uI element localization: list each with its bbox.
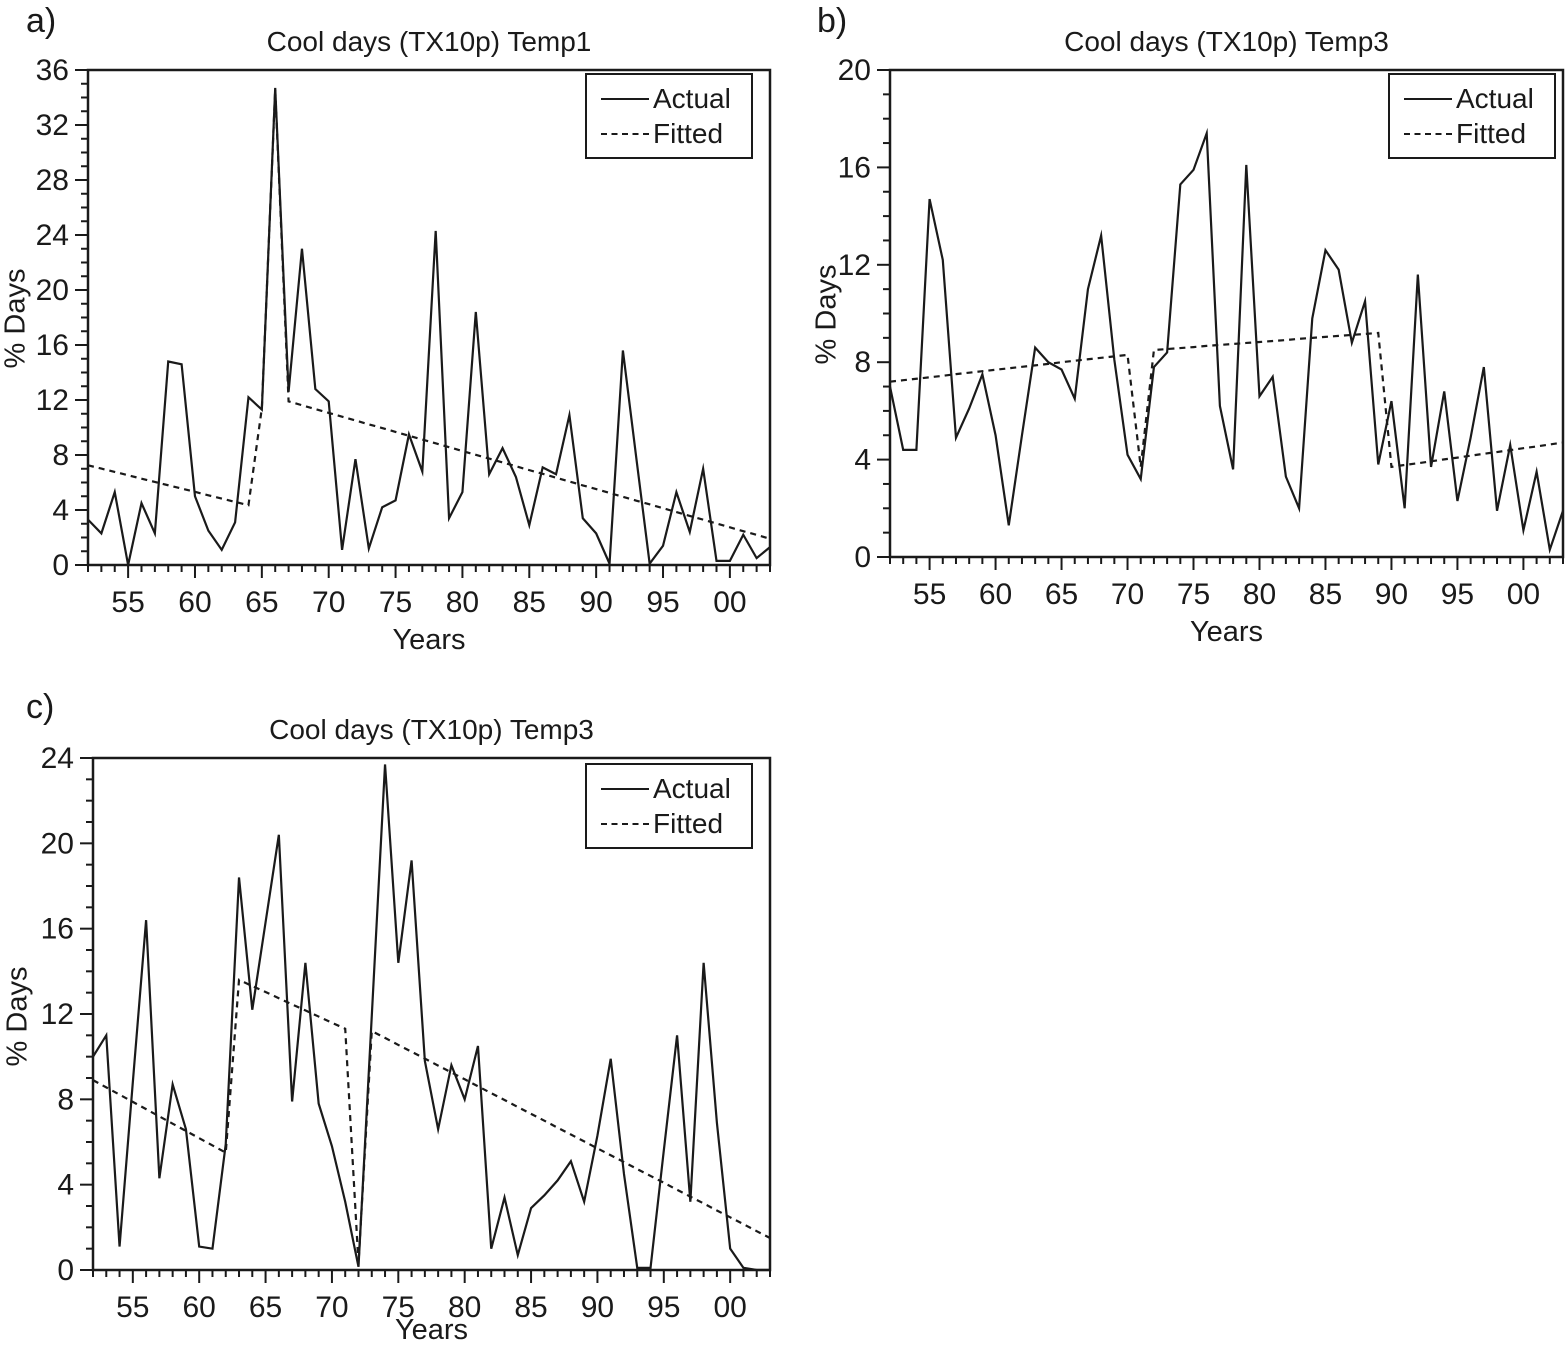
svg-text:85: 85 xyxy=(513,586,546,619)
svg-text:16: 16 xyxy=(36,329,69,362)
panel-b-y-axis-label: % Days xyxy=(810,264,843,365)
panel-c-x-axis-label: Years xyxy=(394,1314,469,1346)
legend-label-fitted: Fitted xyxy=(653,807,724,839)
svg-text:95: 95 xyxy=(647,1291,680,1324)
svg-text:70: 70 xyxy=(1111,578,1144,611)
legend-label-fitted: Fitted xyxy=(653,117,724,149)
panel-a-x-axis-label: Years xyxy=(392,624,466,656)
series-fitted-line xyxy=(889,331,1564,469)
legend-label-fitted: Fitted xyxy=(1456,117,1527,149)
svg-text:75: 75 xyxy=(1177,578,1210,611)
panel-b-label: b) xyxy=(817,2,848,40)
svg-text:60: 60 xyxy=(183,1291,216,1324)
legend-entry-actual: Actual xyxy=(1404,83,1542,114)
series-fitted-line xyxy=(87,89,771,540)
svg-text:90: 90 xyxy=(579,586,612,619)
svg-text:65: 65 xyxy=(249,1291,282,1324)
svg-text:0: 0 xyxy=(854,541,871,574)
panel-c-plot: 0 4 8 12 16 20 24 55 60 65 70 75 80 85 90 95 00 xyxy=(41,742,772,1324)
svg-text:80: 80 xyxy=(446,586,479,619)
solid-line-icon xyxy=(601,787,649,790)
legend-entry-fitted: Fitted xyxy=(601,118,739,149)
panel-b-plot: 0 4 8 12 16 20 55 60 65 70 75 80 85 90 95 00 xyxy=(838,54,1565,611)
svg-text:60: 60 xyxy=(979,578,1012,611)
svg-text:12: 12 xyxy=(36,384,69,417)
svg-text:24: 24 xyxy=(41,742,74,775)
svg-text:0: 0 xyxy=(52,549,69,582)
legend-entry-actual: Actual xyxy=(601,83,739,114)
svg-text:80: 80 xyxy=(1243,578,1276,611)
dashed-line-icon xyxy=(1404,132,1452,135)
svg-text:85: 85 xyxy=(514,1291,547,1324)
solid-line-icon xyxy=(1404,97,1452,100)
panel-a-title: Cool days (TX10p) Temp1 xyxy=(266,26,592,57)
svg-text:80: 80 xyxy=(448,1291,481,1324)
panel-a-y-axis-label: % Days xyxy=(0,268,32,369)
panel-b-x-axis-label: Years xyxy=(1189,616,1264,648)
svg-text:0: 0 xyxy=(57,1254,74,1287)
panel-c-legend: Actual Fitted xyxy=(585,763,753,849)
dashed-line-icon xyxy=(601,822,649,825)
panel-c-label: c) xyxy=(26,688,55,726)
series-fitted-line xyxy=(92,978,771,1264)
svg-text:75: 75 xyxy=(382,1291,415,1324)
svg-text:12: 12 xyxy=(41,998,74,1031)
solid-line-icon xyxy=(601,97,649,100)
legend-entry-fitted: Fitted xyxy=(601,808,739,839)
legend-label-actual: Actual xyxy=(653,772,731,804)
svg-text:20: 20 xyxy=(838,54,871,87)
svg-text:60: 60 xyxy=(178,586,211,619)
svg-text:95: 95 xyxy=(1441,578,1474,611)
svg-text:90: 90 xyxy=(1375,578,1408,611)
svg-text:55: 55 xyxy=(913,578,946,611)
svg-text:4: 4 xyxy=(57,1169,74,1202)
panel-a: 0 4 8 12 16 20 24 28 32 36 55 60 65 70 75 80 85 90 95 00 a)… xyxy=(0,0,783,680)
panel-a-label: a) xyxy=(26,2,57,40)
svg-text:12: 12 xyxy=(838,249,871,282)
panel-b: 0 4 8 12 16 20 55 60 65 70 75 80 85 90 95 00 b) Cool da… xyxy=(783,0,1566,680)
panel-a-legend: Actual Fitted xyxy=(585,73,753,159)
svg-text:65: 65 xyxy=(1045,578,1078,611)
svg-text:8: 8 xyxy=(854,346,871,379)
svg-text:90: 90 xyxy=(581,1291,614,1324)
svg-text:20: 20 xyxy=(41,827,74,860)
svg-text:8: 8 xyxy=(52,439,69,472)
series-actual-line xyxy=(87,87,771,571)
svg-text:85: 85 xyxy=(1309,578,1342,611)
svg-text:20: 20 xyxy=(36,274,69,307)
svg-text:00: 00 xyxy=(1507,578,1540,611)
svg-text:8: 8 xyxy=(57,1083,74,1116)
series-actual-line xyxy=(888,127,1565,555)
svg-text:75: 75 xyxy=(379,586,412,619)
panel-a-plot: 0 4 8 12 16 20 24 28 32 36 55 60 65 70 75 80 85 90 95 00 xyxy=(36,54,772,619)
svg-text:4: 4 xyxy=(854,444,871,477)
svg-text:55: 55 xyxy=(116,1291,149,1324)
svg-text:00: 00 xyxy=(713,586,746,619)
svg-text:36: 36 xyxy=(36,54,69,87)
svg-text:55: 55 xyxy=(111,586,144,619)
svg-text:65: 65 xyxy=(245,586,278,619)
svg-text:00: 00 xyxy=(713,1291,746,1324)
legend-entry-fitted: Fitted xyxy=(1404,118,1542,149)
dashed-line-icon xyxy=(601,132,649,135)
panel-c: 0 4 8 12 16 20 24 55 60 65 70 75 80 85 90 95 00 c) Cool … xyxy=(0,680,790,1350)
svg-text:16: 16 xyxy=(838,151,871,184)
svg-text:28: 28 xyxy=(36,164,69,197)
legend-label-actual: Actual xyxy=(1456,82,1534,114)
svg-text:70: 70 xyxy=(315,1291,348,1324)
svg-text:70: 70 xyxy=(312,586,345,619)
panel-c-title: Cool days (TX10p) Temp3 xyxy=(269,714,594,745)
series-actual-line xyxy=(92,764,770,1272)
panel-c-y-axis-label: % Days xyxy=(1,966,34,1067)
panel-b-legend: Actual Fitted xyxy=(1388,73,1556,159)
svg-text:32: 32 xyxy=(36,109,69,142)
svg-text:16: 16 xyxy=(41,913,74,946)
svg-text:95: 95 xyxy=(646,586,679,619)
legend-label-actual: Actual xyxy=(653,82,731,114)
svg-text:4: 4 xyxy=(52,494,69,527)
legend-entry-actual: Actual xyxy=(601,773,739,804)
panel-b-title: Cool days (TX10p) Temp3 xyxy=(1064,26,1389,57)
svg-text:24: 24 xyxy=(36,219,69,252)
